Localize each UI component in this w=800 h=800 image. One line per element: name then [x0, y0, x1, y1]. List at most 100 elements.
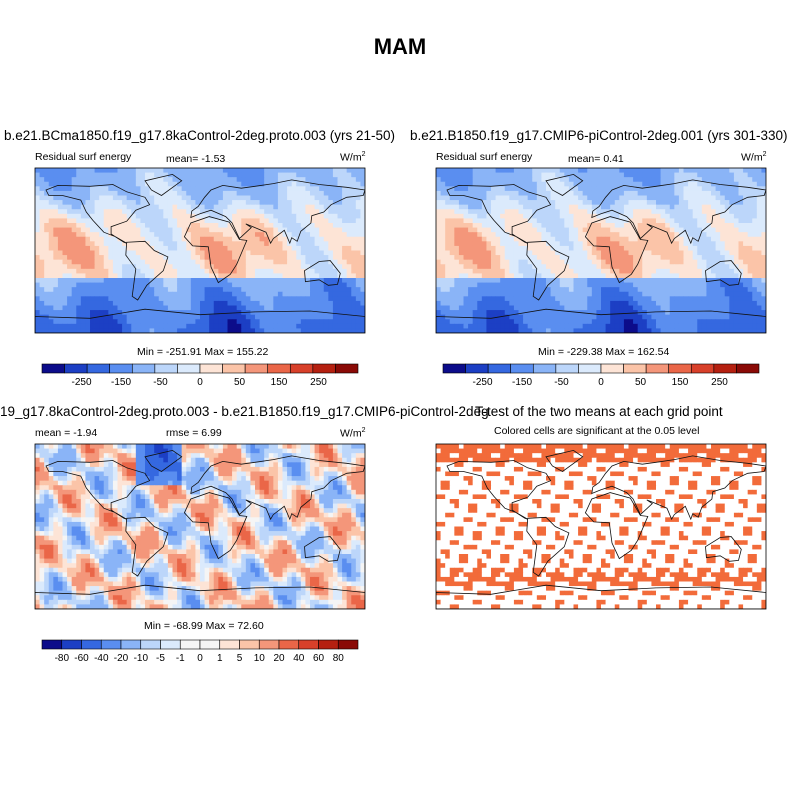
panel2-cell [665, 300, 671, 306]
panel2-cell [733, 204, 739, 210]
panel2-cell [656, 273, 661, 279]
panel2-cell [688, 241, 694, 247]
panel2-cell [458, 195, 464, 201]
panel2-cell [628, 305, 634, 311]
panel1-cell [62, 268, 68, 274]
panel1-cell [250, 209, 256, 215]
panel2-cell [747, 241, 753, 247]
panel2-cell [642, 273, 648, 279]
panel2-cell [445, 282, 451, 288]
panel1-cell [53, 168, 59, 173]
panel2-cell [720, 181, 726, 187]
panel2-cell [706, 300, 712, 306]
panel2-cell [596, 245, 602, 251]
panel2-cell [642, 268, 648, 274]
panel1-cell [291, 278, 297, 283]
panel1-cell [90, 186, 95, 192]
panel2-cell [449, 250, 455, 256]
panel1-cell [273, 177, 279, 183]
panel2-cell [532, 264, 538, 270]
panel2-cell [738, 218, 744, 224]
panel2-cell [477, 259, 483, 265]
panel1-cell [332, 291, 338, 297]
panel1-cell [163, 291, 169, 297]
panel1-cell [48, 190, 54, 196]
panel2-cell [610, 250, 616, 256]
panel1-cell [190, 172, 196, 178]
panel1-cell [190, 177, 196, 183]
panel1-cell [259, 291, 265, 297]
panel1-cell [273, 250, 279, 256]
panel1-cell [227, 264, 233, 270]
panel1-cell [213, 168, 219, 173]
panel2-cell [472, 232, 478, 238]
panel2-cell [495, 200, 501, 206]
panel2-cell [582, 255, 588, 261]
panel2-cell [614, 200, 620, 206]
panel2-cell [509, 181, 515, 187]
panel2-cell [523, 278, 529, 283]
panel1-cell [112, 232, 118, 238]
panel2-cell [523, 245, 529, 251]
panel2-cell [656, 177, 661, 183]
panel1-cell [222, 319, 228, 325]
panel1-cell [62, 223, 68, 228]
panel1-cell [80, 245, 86, 251]
panel2-cell [651, 241, 657, 247]
panel1-cell [291, 223, 297, 228]
panel2-cell [504, 236, 510, 242]
panel1-cell [200, 227, 205, 233]
panel2-cell [468, 273, 474, 279]
panel2-cell [651, 296, 657, 302]
panel1-cell [259, 195, 265, 201]
panel2-cell [738, 204, 744, 210]
panel1-cell [135, 177, 141, 183]
panel2-cell [536, 186, 542, 192]
panel1-cell [259, 255, 265, 261]
panel2-cell [440, 264, 446, 270]
panel1-cell [190, 241, 196, 247]
panel1-cell [149, 200, 155, 206]
panel2-cell [541, 255, 547, 261]
panel1-cell [39, 209, 45, 215]
panel2-cell [678, 190, 684, 196]
panel1-cell [360, 310, 365, 316]
panel2-cell [678, 291, 684, 297]
panel1-cell [268, 282, 274, 288]
panel2-cell [678, 241, 684, 247]
panel1-cell [296, 300, 302, 306]
panel2-cell [715, 227, 721, 233]
panel2-cell [711, 195, 716, 201]
panel2-cell [491, 287, 496, 293]
panel2-cell [660, 314, 666, 320]
panel2-cell [596, 287, 602, 293]
panel2-cell [729, 300, 735, 306]
panel2-cell [761, 314, 766, 320]
panel1-cell [342, 264, 348, 270]
panel2-cell [756, 250, 762, 256]
panel2-cell [504, 291, 510, 297]
panel1-cell [158, 255, 164, 261]
panel2-cell [541, 314, 547, 320]
panel2-cell [541, 200, 547, 206]
panel2-cell [637, 181, 643, 187]
panel1-cell [342, 314, 348, 320]
panel1-cell [314, 200, 320, 206]
panel1-cell [273, 223, 279, 228]
panel1-cell [264, 227, 270, 233]
panel2-cell [546, 250, 551, 256]
panel2-cell [743, 300, 749, 306]
panel2-cell [724, 190, 730, 196]
panel2-cell [481, 305, 487, 311]
panel2-cell [674, 218, 680, 224]
panel2-cell [729, 218, 735, 224]
panel2-cell [733, 259, 739, 265]
panel2-cell [477, 177, 483, 183]
panel2-cell [481, 213, 487, 219]
panel1-cell [131, 300, 137, 306]
panel1-cell [172, 218, 178, 224]
panel1-cell [259, 323, 265, 329]
panel1-cell [213, 209, 219, 215]
panel1-cell [35, 241, 40, 247]
panel2-cell [701, 209, 707, 215]
